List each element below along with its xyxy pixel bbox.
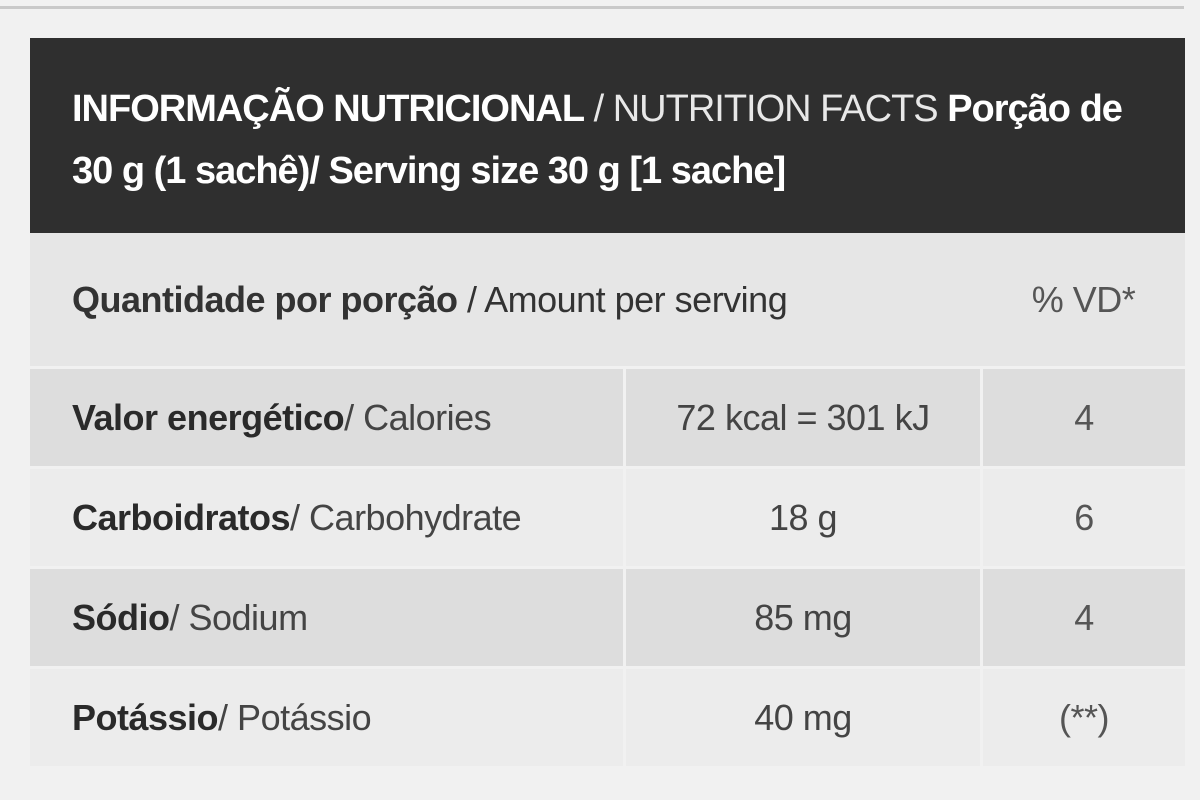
- nutrient-daily-value: 4: [983, 369, 1185, 466]
- top-divider: [0, 0, 1184, 9]
- nutrient-daily-value: 6: [983, 469, 1185, 566]
- nutrient-name-pt: Sódio: [72, 596, 170, 638]
- table-subheader: Quantidade por porção / Amount per servi…: [30, 233, 1185, 366]
- table-header: INFORMAÇÃO NUTRICIONAL / NUTRITION FACTS…: [30, 38, 1185, 233]
- amount-per-serving-label: Quantidade por porção / Amount per servi…: [30, 279, 982, 321]
- nutrient-name: Sódio / Sodium: [30, 569, 623, 666]
- subheader-label-pt: Quantidade por porção: [72, 278, 458, 320]
- nutrition-facts-table: INFORMAÇÃO NUTRICIONAL / NUTRITION FACTS…: [30, 38, 1185, 766]
- nutrient-name: Carboidratos / Carbohydrate: [30, 469, 623, 566]
- table-row: Sódio / Sodium 85 mg 4: [30, 569, 1185, 666]
- nutrient-amount: 85 mg: [626, 569, 980, 666]
- nutrient-name-pt: Valor energético: [72, 396, 345, 438]
- nutrient-amount: 18 g: [626, 469, 980, 566]
- nutrient-name: Potássio / Potássio: [30, 669, 623, 766]
- subheader-label-en: / Amount per serving: [457, 278, 788, 320]
- header-serving-en: / Serving size 30 g [1 sache]: [309, 150, 786, 192]
- table-row: Potássio / Potássio 40 mg (**): [30, 669, 1185, 766]
- table-row: Carboidratos / Carbohydrate 18 g 6: [30, 469, 1185, 566]
- nutrient-amount: 72 kcal = 301 kJ: [626, 369, 980, 466]
- nutrient-amount: 40 mg: [626, 669, 980, 766]
- nutrient-name-pt: Potássio: [72, 696, 219, 738]
- nutrient-daily-value: (**): [983, 669, 1185, 766]
- daily-value-header: % VD*: [1031, 278, 1136, 320]
- nutrient-name-pt: Carboidratos: [72, 496, 291, 538]
- header-serving-pt: Porção de 30 g (1 sachê): [72, 88, 1123, 192]
- nutrient-daily-value: 4: [983, 569, 1185, 666]
- header-title-en: / NUTRITION FACTS: [584, 88, 948, 130]
- header-title-pt: INFORMAÇÃO NUTRICIONAL: [72, 88, 585, 130]
- table-row: Valor energético / Calories 72 kcal = 30…: [30, 369, 1185, 466]
- nutrient-name: Valor energético / Calories: [30, 369, 623, 466]
- nutrient-name-en: / Carbohydrate: [290, 496, 522, 538]
- nutrient-name-en: / Potássio: [218, 696, 372, 738]
- nutrient-name-en: / Calories: [344, 396, 492, 438]
- nutrient-name-en: / Sodium: [169, 596, 308, 638]
